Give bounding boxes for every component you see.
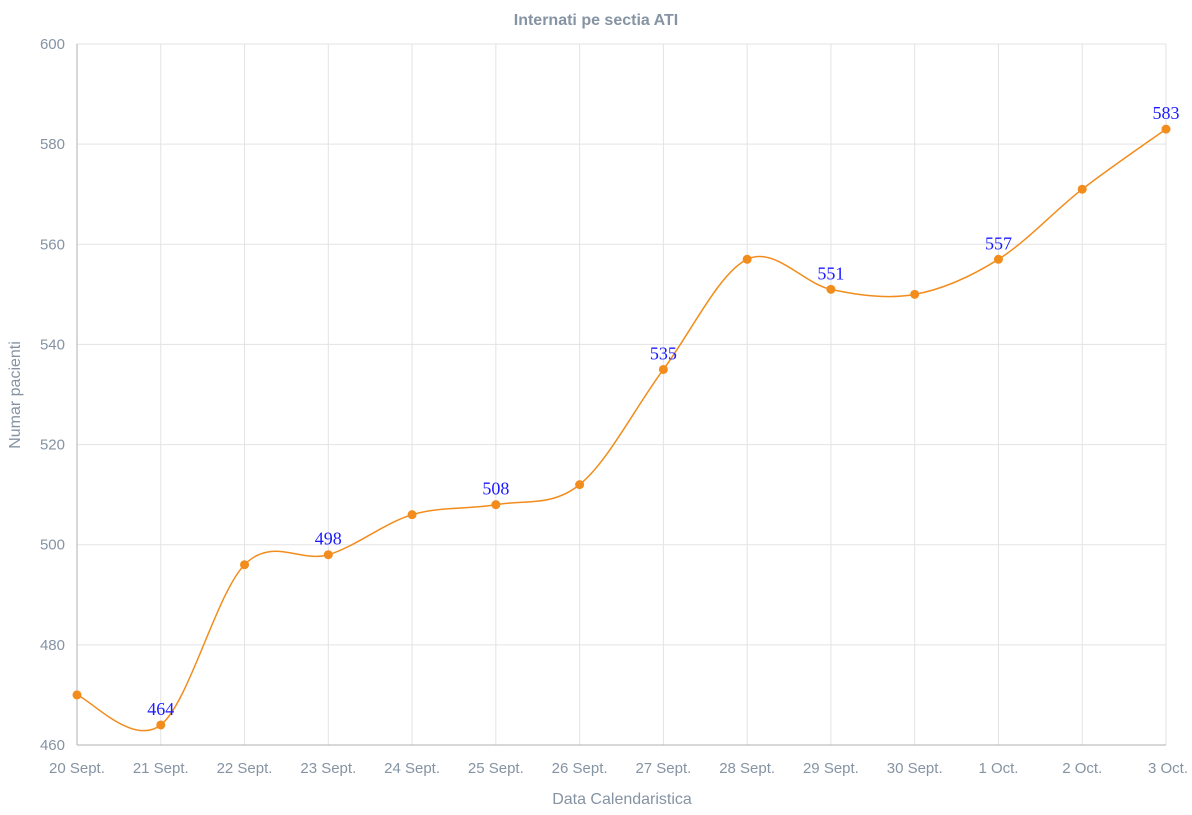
x-tick-label: 3 Oct.: [1148, 760, 1188, 777]
data-point: [575, 480, 585, 490]
data-point: [742, 254, 752, 264]
data-points: [72, 124, 1171, 730]
x-tick-label: 28 Sept.: [719, 760, 775, 777]
data-labels: 464 498 508 535 551 557 583: [147, 103, 1179, 719]
data-label: 498: [315, 529, 342, 549]
x-axis-label: Data Calendaristica: [552, 791, 692, 808]
y-tick-label: 500: [40, 537, 65, 554]
y-tick-label: 540: [40, 336, 65, 353]
data-point: [826, 284, 836, 294]
y-tick-label: 560: [40, 236, 65, 253]
data-point: [156, 720, 166, 730]
x-tick-label: 27 Sept.: [635, 760, 691, 777]
series-line-path: [76, 128, 1167, 732]
y-tick-label: 460: [40, 737, 65, 754]
x-tick-label: 2 Oct.: [1062, 760, 1102, 777]
x-tick-label: 24 Sept.: [384, 760, 440, 777]
y-tick-label: 480: [40, 637, 65, 654]
data-label: 508: [482, 479, 509, 499]
x-tick-label: 23 Sept.: [300, 760, 356, 777]
data-point: [407, 510, 417, 520]
data-point: [323, 550, 333, 560]
data-point: [993, 254, 1003, 264]
x-axis-ticks: 20 Sept. 21 Sept. 22 Sept. 23 Sept. 24 Sept.…: [49, 760, 1188, 777]
y-axis-label: Numar pacienti: [7, 341, 24, 449]
data-point: [72, 690, 82, 700]
data-label: 583: [1153, 103, 1180, 123]
x-tick-label: 30 Sept.: [887, 760, 943, 777]
x-tick-label: 29 Sept.: [803, 760, 859, 777]
y-axis-ticks: 460 480 500 520 540 560 580 600: [40, 36, 65, 754]
x-tick-label: 25 Sept.: [468, 760, 524, 777]
chart-title: Internati pe sectia ATI: [514, 12, 678, 29]
data-point: [910, 289, 920, 299]
data-label: 557: [985, 233, 1012, 253]
x-tick-label: 21 Sept.: [133, 760, 189, 777]
y-tick-label: 600: [40, 36, 65, 53]
data-point: [491, 500, 501, 510]
series-line: [76, 128, 1167, 732]
y-tick-label: 520: [40, 437, 65, 454]
data-point: [240, 560, 250, 570]
x-tick-label: 20 Sept.: [49, 760, 105, 777]
data-label: 551: [817, 263, 844, 283]
x-tick-label: 26 Sept.: [552, 760, 608, 777]
axes: [76, 44, 1166, 746]
data-label: 535: [650, 343, 677, 363]
grid-lines: [76, 43, 1167, 746]
y-tick-label: 580: [40, 136, 65, 153]
data-point: [1077, 184, 1087, 194]
data-label: 464: [147, 699, 174, 719]
data-point: [658, 364, 668, 374]
x-tick-label: 22 Sept.: [217, 760, 273, 777]
x-tick-label: 1 Oct.: [978, 760, 1018, 777]
data-point: [1161, 124, 1171, 134]
